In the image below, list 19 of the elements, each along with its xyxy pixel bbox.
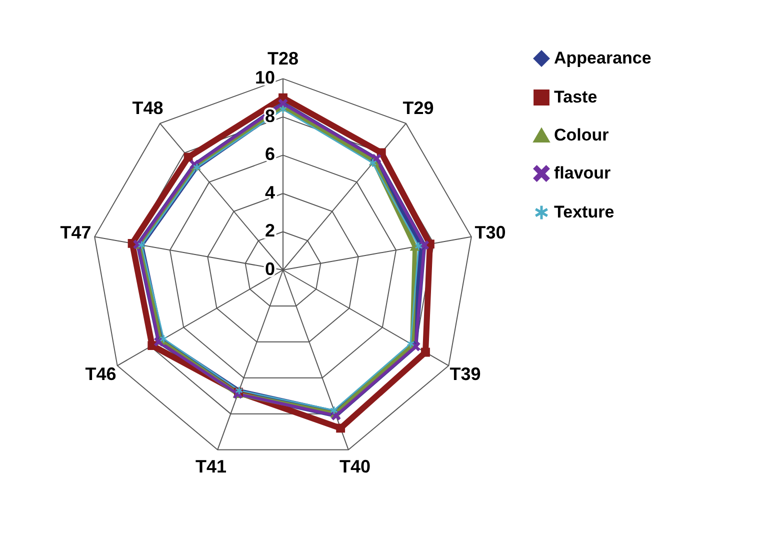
legend-label: flavour	[554, 164, 612, 182]
legend-label: Appearance	[554, 48, 652, 68]
spoke-label: T29	[402, 98, 434, 118]
y-tick-label: 6	[264, 144, 275, 164]
spoke-label: T39	[450, 364, 481, 384]
spoke-label: T40	[339, 456, 370, 477]
spoke-label: T48	[132, 98, 164, 118]
y-tick-label: 8	[264, 106, 275, 126]
spoke-label: T46	[85, 364, 116, 384]
spoke-label: T28	[267, 48, 299, 69]
legend-label: Colour	[554, 126, 610, 144]
spoke-label: T41	[196, 456, 227, 477]
legend-label: Taste	[554, 88, 598, 106]
y-tick-label: 10	[254, 68, 275, 88]
spoke-label: T30	[474, 222, 506, 242]
spoke-label: T47	[60, 222, 92, 242]
y-tick-label: 4	[264, 182, 275, 202]
legend-label: Texture	[554, 202, 614, 222]
y-tick-label: 2	[264, 220, 275, 241]
